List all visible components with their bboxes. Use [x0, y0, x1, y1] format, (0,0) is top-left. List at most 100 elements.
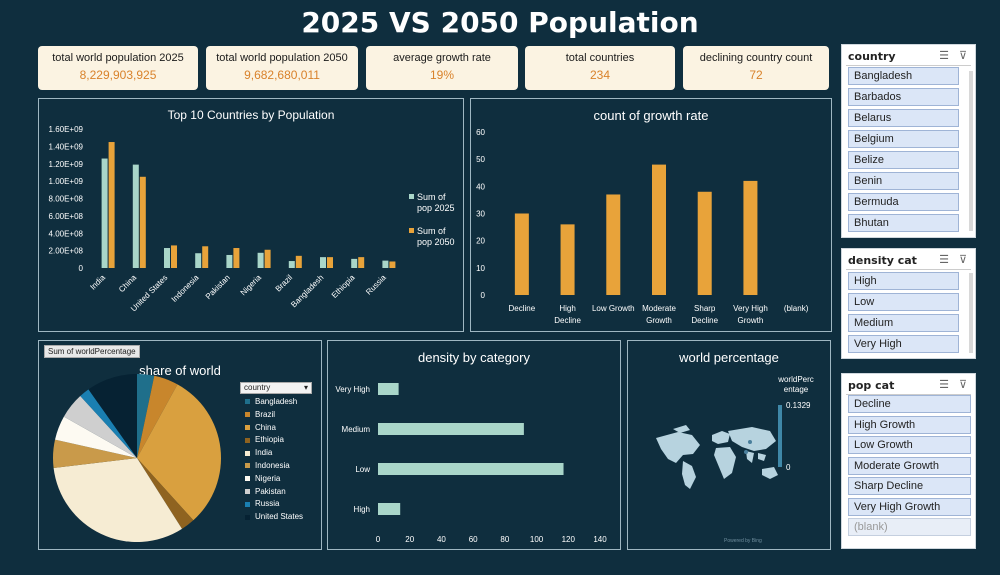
country-dropdown[interactable]: country ▾: [240, 382, 312, 394]
multi-select-icon[interactable]: ☰: [939, 254, 949, 266]
legend-label: Brazil: [255, 409, 276, 419]
legend-swatch: [245, 501, 250, 507]
legend-label: United States: [255, 512, 304, 522]
x-tick-label: Moderate: [642, 304, 676, 313]
x-tick-label: 140: [593, 535, 607, 544]
country-slicer[interactable]: country ☰ ⊽ Bangladesh Barbados Belarus Belg…: [841, 44, 976, 238]
chart-title: world percentage: [679, 350, 779, 365]
legend-swatch: [245, 437, 250, 443]
bar-2025: [226, 254, 233, 268]
y-tick-label: 0: [481, 291, 486, 300]
slicer-scrollbar[interactable]: [969, 273, 973, 353]
top10-bar-chart: 0 2.00E+08 4.00E+08 6.00E+08 8.00E+08 1.00E+0…: [49, 125, 396, 313]
growth-chart-panel[interactable]: count of growth rate 0 10 20 30 40 50 60 Declin…: [470, 98, 832, 332]
multi-select-icon[interactable]: ☰: [939, 379, 949, 391]
slicer-item[interactable]: Sharp Decline: [848, 477, 971, 495]
slicer-item[interactable]: Barbados: [848, 88, 959, 106]
map-legend-bar: [778, 405, 782, 467]
slicer-item[interactable]: Bermuda: [848, 193, 959, 211]
y-tick-label: 60: [476, 128, 485, 137]
clear-filter-icon[interactable]: ⊽: [958, 254, 967, 266]
legend-item: Bangladesh: [245, 397, 303, 410]
x-tick-label: Sharp: [694, 304, 716, 313]
top10-chart-panel[interactable]: Top 10 Countries by Population 0 2.00E+08…: [38, 98, 464, 332]
kpi-card-pop-2025: total world population 2025 8,229,903,92…: [38, 46, 198, 90]
y-tick-label: 0: [79, 264, 84, 273]
slicer-item[interactable]: Low: [848, 293, 959, 311]
density-bar-chart: 0 20 40 60 80 100 120 140 Very High Medium Low High: [335, 383, 607, 544]
legend-swatch: [245, 488, 250, 494]
kpi-label: average growth rate: [393, 52, 491, 64]
legend-swatch: [245, 424, 250, 430]
bar-2025: [101, 158, 108, 268]
y-tick-label: Very High: [335, 385, 370, 394]
map-legend-max: 0.1329: [786, 401, 811, 410]
field-button-world-percentage[interactable]: Sum of worldPercentage: [44, 345, 140, 358]
bar-2050: [108, 142, 115, 268]
slicer-item[interactable]: Benin: [848, 172, 959, 190]
slicer-item[interactable]: Decline: [848, 395, 971, 413]
slicer-scrollbar[interactable]: [969, 71, 973, 231]
slicer-item[interactable]: Very High Growth: [848, 497, 971, 516]
slicer-item[interactable]: High: [848, 272, 959, 290]
x-tick-label: Bangladesh: [289, 273, 325, 309]
slicer-item[interactable]: Bhutan: [848, 214, 959, 232]
kpi-card-declining-count: declining country count 72: [683, 46, 829, 90]
legend-label: Indonesia: [255, 460, 290, 470]
legend-item: United States: [245, 512, 303, 525]
slicer-item[interactable]: Belize: [848, 151, 959, 169]
slicer-item[interactable]: Low Growth: [848, 436, 971, 454]
bar-2050: [264, 249, 271, 268]
x-tick-label: Nigeria: [239, 273, 264, 298]
slicer-item[interactable]: Bangladesh: [848, 67, 959, 85]
legend-item: Nigeria: [245, 474, 303, 487]
bar-2050: [295, 255, 302, 268]
clear-filter-icon[interactable]: ⊽: [958, 50, 967, 62]
legend-swatch: [409, 228, 414, 233]
legend-item-2050: Sum of pop 2050: [409, 226, 463, 248]
map-point: [748, 440, 752, 444]
legend-item: India: [245, 448, 303, 461]
bar-2025: [351, 258, 358, 268]
growth-bar-chart: 0 10 20 30 40 50 60 Decline High Decline Low Growt…: [476, 128, 809, 325]
clear-filter-icon[interactable]: ⊽: [958, 379, 967, 391]
legend-label: Ethiopia: [255, 435, 284, 445]
x-tick-label: India: [88, 273, 107, 292]
pie-slice: [55, 416, 137, 458]
map-point: [744, 450, 748, 454]
bar-2050: [202, 246, 209, 268]
slicer-item[interactable]: Belgium: [848, 130, 959, 148]
multi-select-icon[interactable]: ☰: [939, 50, 949, 62]
bar-2050: [358, 257, 365, 268]
x-tick-label: (blank): [784, 304, 809, 313]
slicer-item[interactable]: Medium: [848, 314, 959, 332]
slicer-item[interactable]: High Growth: [848, 415, 971, 434]
slicer-item[interactable]: Belarus: [848, 109, 959, 127]
y-tick-label: 10: [476, 264, 485, 273]
x-tick-label: Growth: [738, 316, 764, 325]
slicer-divider: [846, 65, 971, 66]
density-chart-panel[interactable]: density by category 0 20 40 60 80 100 120 140 Ve…: [327, 340, 621, 550]
slicer-item[interactable]: Moderate Growth: [848, 456, 971, 475]
x-tick-label: Growth: [646, 316, 672, 325]
world-map-panel[interactable]: world percentage 0.1329 0 Powered by Bin…: [627, 340, 831, 550]
bar-2025: [382, 260, 389, 268]
kpi-card-growth-rate: average growth rate 19%: [366, 46, 518, 90]
share-chart-panel[interactable]: share of world Bangladesh Brazil China Ethi…: [38, 340, 322, 550]
pie-slice: [52, 439, 137, 469]
slicer-item[interactable]: (blank): [848, 518, 971, 536]
kpi-card-pop-2050: total world population 2050 9,682,680,01…: [206, 46, 358, 90]
y-tick-label: High: [354, 505, 370, 514]
pop-cat-slicer[interactable]: pop cat ☰ ⊽ Decline High Growth Low Growth M…: [841, 373, 976, 549]
y-tick-label: 1.00E+09: [49, 177, 84, 186]
bar-2025: [288, 261, 295, 268]
bar: [378, 463, 564, 475]
bar: [378, 383, 399, 395]
kpi-label: total world population 2025: [52, 52, 184, 64]
legend-label: Sum of pop 2025: [417, 192, 455, 213]
pie-slice: [137, 384, 222, 521]
y-tick-label: 30: [476, 210, 485, 219]
density-cat-slicer[interactable]: density cat ☰ ⊽ High Low Medium Very High: [841, 248, 976, 359]
pie-slice: [63, 396, 137, 458]
slicer-item[interactable]: Very High: [848, 335, 959, 353]
